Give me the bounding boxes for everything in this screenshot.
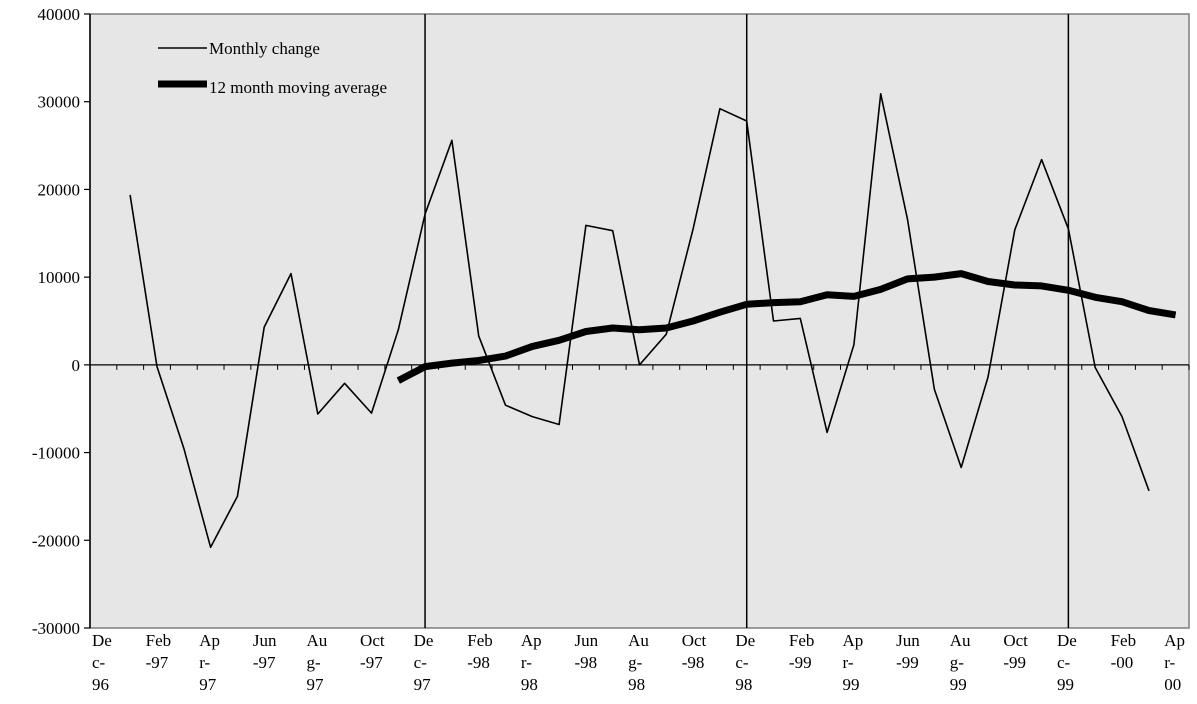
- series-line-moving-average: [396, 270, 1177, 384]
- x-tick-label: Au g-98: [628, 631, 649, 694]
- x-tick-label: Ap r-98: [521, 631, 542, 694]
- x-tick-label: Jun -99: [896, 631, 920, 672]
- y-tick-label: 40000: [38, 5, 81, 24]
- series-layer: [129, 93, 1177, 549]
- x-tick-label: Oct -98: [682, 631, 707, 672]
- x-tick-label: Feb -97: [146, 631, 172, 672]
- series-line-monthly-change: [129, 93, 1150, 549]
- x-tick-label: Oct -97: [360, 631, 385, 672]
- x-tick-label: De c-96: [92, 631, 112, 694]
- x-tick-label: Ap r-00: [1164, 631, 1185, 694]
- x-tick-label: Ap r-99: [843, 631, 864, 694]
- y-tick-label: -20000: [32, 531, 80, 550]
- x-tick-label: Feb -98: [467, 631, 493, 672]
- x-tick-label: Au g-97: [306, 631, 327, 694]
- x-tick-label: Oct -99: [1003, 631, 1028, 672]
- x-tick-label: De c-97: [414, 631, 434, 694]
- legend: Monthly change 12 month moving average: [158, 39, 387, 97]
- legend-label-moving-average: 12 month moving average: [209, 78, 387, 97]
- x-tick-label: Jun -97: [253, 631, 277, 672]
- plot-area: [89, 13, 1190, 629]
- y-tick-label: 10000: [38, 268, 81, 287]
- x-tick-label: Feb -00: [1111, 631, 1137, 672]
- legend-label-monthly-change: Monthly change: [209, 39, 320, 58]
- y-tick-label: 30000: [38, 93, 81, 112]
- x-tick-label: Feb -99: [789, 631, 815, 672]
- x-tick-label: De c-98: [735, 631, 755, 694]
- x-tick-label: De c-99: [1057, 631, 1077, 694]
- y-axis: 40000 30000 20000 10000 0 -10000 -20000 -30000: [32, 5, 91, 638]
- y-tick-label: 20000: [38, 180, 81, 199]
- x-tick-label: Jun -98: [574, 631, 598, 672]
- x-tick-label: Au g-99: [950, 631, 971, 694]
- x-tick-label: Ap r-97: [199, 631, 220, 694]
- y-tick-label: -30000: [32, 619, 80, 638]
- y-tick-label: 0: [72, 356, 81, 375]
- vertical-markers: [424, 14, 1070, 628]
- y-tick-label: -10000: [32, 444, 80, 463]
